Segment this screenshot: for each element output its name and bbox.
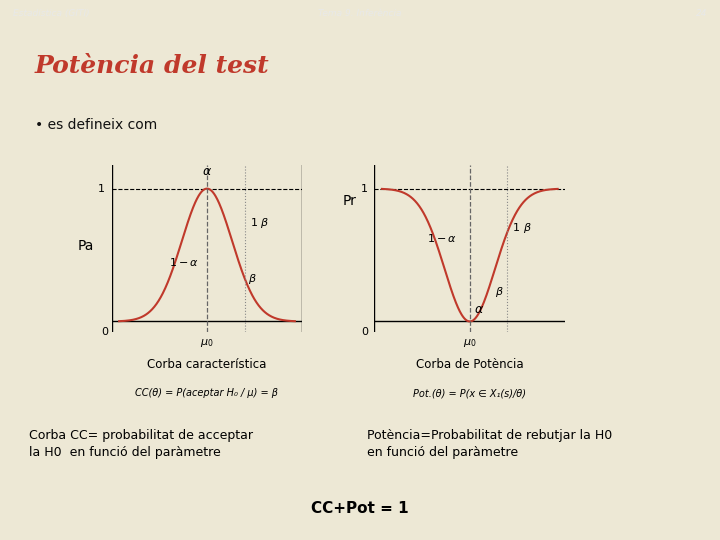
Text: $\beta$: $\beta$ bbox=[495, 285, 504, 299]
Text: • es defineix com: • es defineix com bbox=[35, 118, 157, 132]
Text: Pr: Pr bbox=[343, 194, 356, 208]
Text: 24: 24 bbox=[696, 10, 707, 18]
Text: 0: 0 bbox=[101, 327, 108, 337]
Text: Estadística (GITI): Estadística (GITI) bbox=[13, 10, 89, 18]
Text: $\beta$: $\beta$ bbox=[523, 221, 531, 235]
Text: $1$: $1$ bbox=[513, 221, 521, 233]
Text: CC+Pot = 1: CC+Pot = 1 bbox=[311, 502, 409, 516]
Text: 0: 0 bbox=[361, 327, 368, 337]
Text: $1-\alpha$: $1-\alpha$ bbox=[427, 232, 457, 244]
Text: CC(θ) = P(aceptar H₀ / μ) = β: CC(θ) = P(aceptar H₀ / μ) = β bbox=[135, 388, 279, 398]
Text: Corba característica: Corba característica bbox=[148, 359, 266, 372]
Text: $1$: $1$ bbox=[250, 216, 258, 228]
Text: Corba de Potència: Corba de Potència bbox=[416, 359, 523, 372]
Text: Potència del test: Potència del test bbox=[35, 53, 269, 78]
Text: Corba CC= probabilitat de acceptar
la H0  en funció del paràmetre: Corba CC= probabilitat de acceptar la H0… bbox=[29, 429, 253, 460]
Text: $1-\alpha$: $1-\alpha$ bbox=[169, 255, 199, 268]
Text: $\mu_0$: $\mu_0$ bbox=[463, 338, 477, 349]
Text: $\alpha$: $\alpha$ bbox=[202, 165, 212, 178]
Text: $\beta$: $\beta$ bbox=[260, 216, 269, 230]
Text: Pa: Pa bbox=[77, 239, 94, 253]
Text: Tema 9. Inferència: Tema 9. Inferència bbox=[318, 10, 402, 18]
Text: $\alpha$: $\alpha$ bbox=[474, 303, 484, 316]
Text: 1: 1 bbox=[99, 184, 105, 194]
Text: $\mu_0$: $\mu_0$ bbox=[200, 338, 214, 349]
Text: Pot.(θ) = P(x ∈ X₁(s)/θ): Pot.(θ) = P(x ∈ X₁(s)/θ) bbox=[413, 388, 526, 398]
Text: 1: 1 bbox=[361, 184, 368, 194]
Text: Potència=Probabilitat de rebutjar la H0
en funció del paràmetre: Potència=Probabilitat de rebutjar la H0 … bbox=[367, 429, 613, 460]
Text: $\beta$: $\beta$ bbox=[248, 272, 257, 286]
